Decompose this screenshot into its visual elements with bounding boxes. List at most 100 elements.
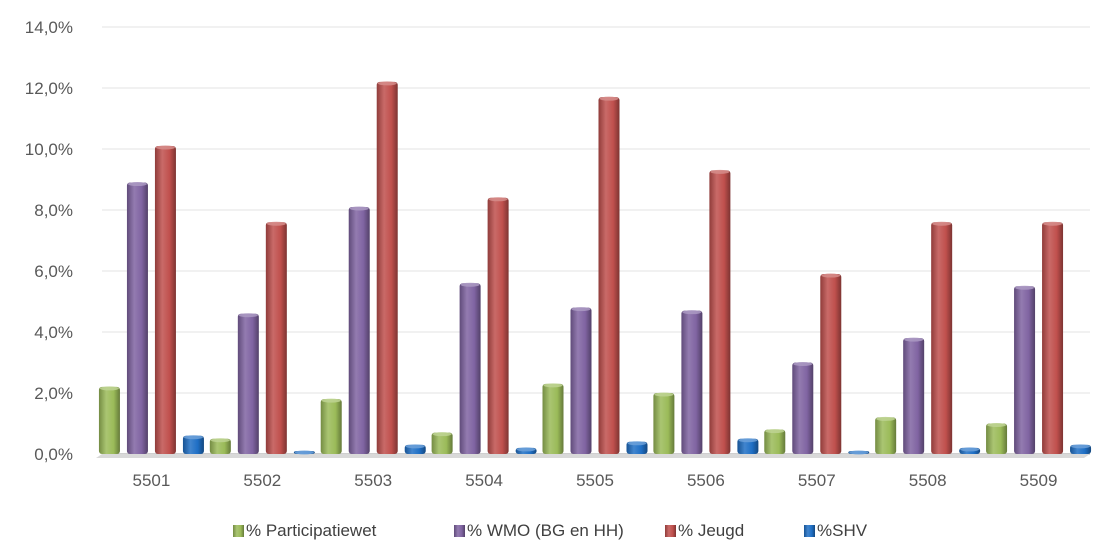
y-tick-label: 10,0% — [25, 140, 73, 159]
y-tick-label: 0,0% — [34, 445, 73, 464]
bar-cap — [155, 145, 175, 150]
legend-swatch — [804, 525, 815, 537]
bar — [764, 429, 786, 454]
bar-cap — [460, 282, 480, 287]
legend-label: %SHV — [817, 521, 868, 540]
bar-cap — [821, 273, 841, 278]
bar — [875, 417, 897, 454]
bar-cap — [99, 386, 119, 391]
bar-cap — [654, 392, 674, 397]
bar — [931, 222, 953, 454]
bar — [209, 438, 231, 454]
x-tick-label: 5502 — [243, 471, 281, 490]
bar — [1014, 286, 1036, 454]
bar — [681, 310, 703, 454]
legend-label: % Jeugd — [678, 521, 744, 540]
bar — [1042, 222, 1064, 454]
bar-cap — [543, 383, 563, 388]
bar-cap — [904, 337, 924, 342]
bar-cap — [266, 221, 286, 226]
bar — [431, 432, 453, 454]
bars — [98, 81, 1092, 455]
legend-label: % WMO (BG en HH) — [467, 521, 624, 540]
bar — [903, 338, 925, 454]
bar-cap — [321, 398, 341, 403]
bar — [348, 206, 370, 454]
bar — [986, 423, 1008, 454]
legend-swatch — [665, 525, 676, 537]
bar-cap — [1043, 221, 1063, 226]
bar-cap — [488, 197, 508, 202]
chart-floor — [96, 454, 1090, 458]
bar — [709, 170, 731, 454]
legend-swatch — [454, 525, 465, 537]
bar-cap — [932, 221, 952, 226]
bar-cap — [710, 169, 730, 174]
bar — [542, 383, 564, 454]
bar-cap — [960, 447, 980, 452]
legend-item: % Participatiewet — [233, 521, 377, 540]
y-tick-label: 4,0% — [34, 323, 73, 342]
bar-cap — [294, 450, 314, 455]
bar-cap — [987, 423, 1007, 427]
y-tick-label: 14,0% — [25, 18, 73, 37]
legend-swatch — [233, 525, 244, 537]
bar-cap — [682, 310, 702, 315]
legend-item: % Jeugd — [665, 521, 744, 540]
bar-cap — [793, 362, 813, 366]
y-tick-label: 8,0% — [34, 201, 73, 220]
bar — [598, 97, 620, 455]
bar — [653, 393, 675, 454]
y-axis-tick-labels: 0,0% 2,0% 4,0% 6,0% 8,0% 10,0% 12,0% 14,0% — [25, 18, 73, 464]
legend-item: %SHV — [804, 521, 868, 540]
bar-cap — [765, 429, 785, 434]
x-tick-label: 5504 — [465, 471, 503, 490]
bar-cap — [516, 447, 536, 452]
bar-cap — [210, 438, 230, 443]
bar — [182, 435, 204, 454]
bar-cap — [238, 313, 258, 318]
bar — [459, 283, 481, 454]
bar-cap — [599, 96, 619, 101]
x-tick-label: 5501 — [133, 471, 171, 490]
bar — [487, 197, 509, 455]
bar-cap — [405, 444, 425, 449]
legend-label: % Participatiewet — [246, 521, 377, 540]
legend-item: % WMO (BG en HH) — [454, 521, 624, 540]
bar — [320, 399, 342, 454]
bar-cap — [183, 435, 203, 440]
bar — [98, 386, 120, 454]
bar-cap — [876, 416, 896, 421]
legend: % Participatiewet % WMO (BG en HH) % Jeugd… — [233, 521, 868, 540]
bar — [792, 362, 814, 454]
y-tick-label: 12,0% — [25, 79, 73, 98]
bar — [737, 438, 759, 454]
y-tick-label: 6,0% — [34, 262, 73, 281]
bar-cap — [571, 307, 591, 312]
bar-cap — [738, 438, 758, 443]
bar-cap — [432, 432, 452, 437]
bar — [237, 313, 259, 454]
bar-cap — [1071, 444, 1091, 449]
x-tick-label: 5505 — [576, 471, 614, 490]
x-tick-label: 5508 — [909, 471, 947, 490]
bar-cap — [1015, 285, 1035, 290]
bar-cap — [377, 81, 397, 86]
x-tick-label: 5509 — [1020, 471, 1058, 490]
x-axis-tick-labels: 5501 5502 5503 5504 5505 5506 5507 5508 5509 — [133, 471, 1058, 490]
x-tick-label: 5503 — [354, 471, 392, 490]
bar — [570, 307, 592, 454]
bar-cap — [349, 206, 369, 211]
x-tick-label: 5506 — [687, 471, 725, 490]
bar — [265, 222, 287, 454]
x-tick-label: 5507 — [798, 471, 836, 490]
bar — [154, 145, 176, 454]
y-tick-label: 2,0% — [34, 384, 73, 403]
bar-cap — [627, 441, 647, 446]
bar-cap — [127, 182, 147, 187]
bar — [376, 81, 398, 455]
bar-cap — [849, 450, 869, 455]
bar — [820, 274, 842, 454]
bar — [126, 182, 148, 455]
